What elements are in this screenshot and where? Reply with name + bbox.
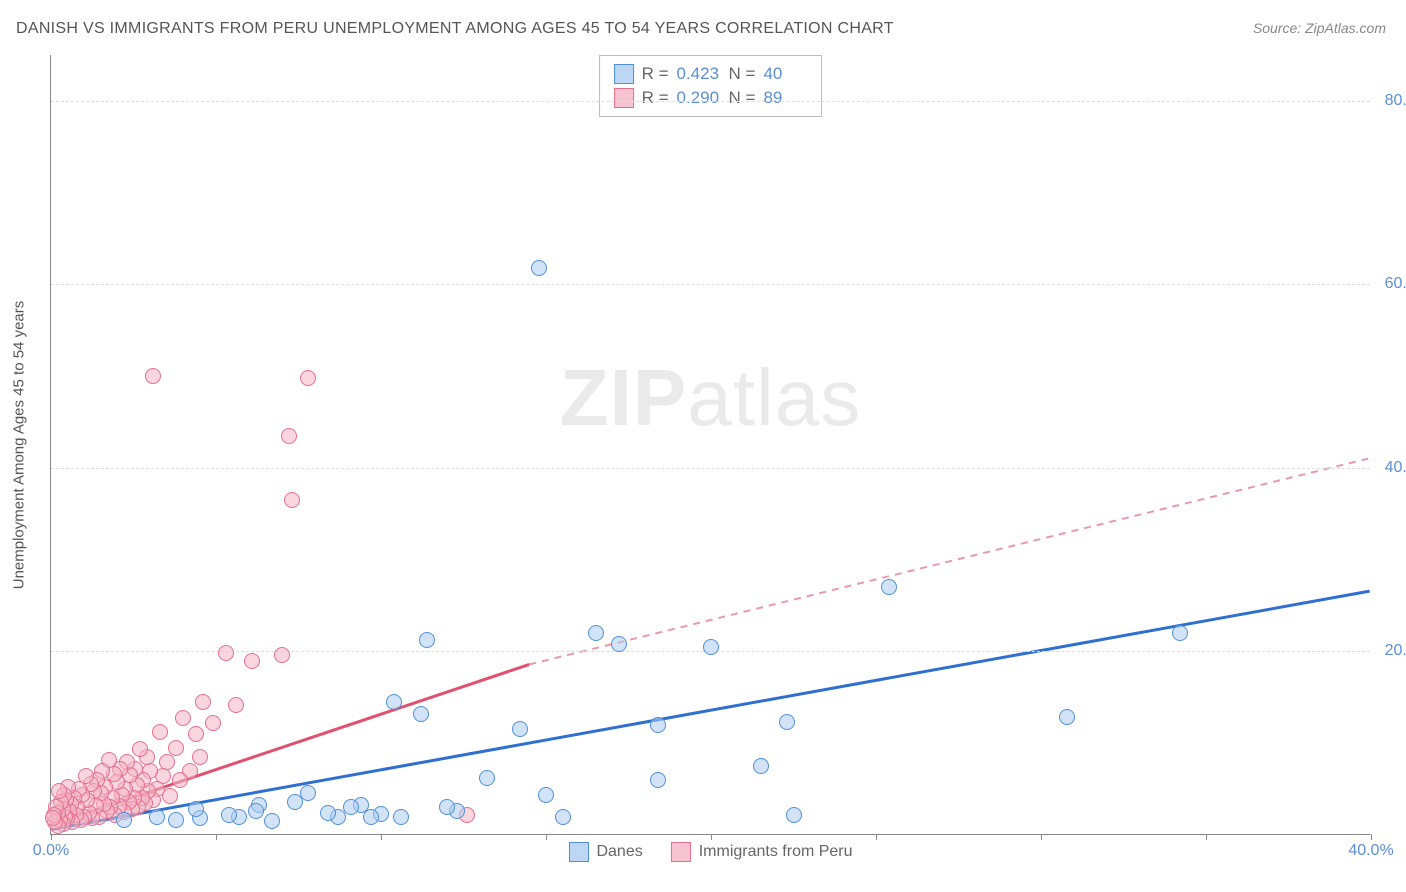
data-point — [149, 809, 165, 825]
watermark-text: ZIPatlas — [560, 352, 861, 444]
data-point — [145, 368, 161, 384]
swatch-icon — [568, 842, 588, 862]
swatch-icon — [671, 842, 691, 862]
data-point — [512, 721, 528, 737]
data-point — [228, 697, 244, 713]
data-point — [205, 715, 221, 731]
data-point — [703, 639, 719, 655]
stats-row-danes: R = 0.423 N = 40 — [614, 62, 808, 86]
y-tick-label: 40.0% — [1375, 459, 1406, 477]
data-point — [555, 809, 571, 825]
data-point — [650, 772, 666, 788]
data-point — [168, 740, 184, 756]
y-tick-label: 60.0% — [1375, 275, 1406, 293]
x-tick-label: 40.0% — [1348, 842, 1393, 860]
data-point — [343, 799, 359, 815]
data-point — [419, 632, 435, 648]
data-point — [413, 706, 429, 722]
data-point — [300, 370, 316, 386]
data-point — [168, 812, 184, 828]
series-legend: Danes Immigrants from Peru — [568, 842, 852, 862]
scatter-plot-area: Unemployment Among Ages 45 to 54 years Z… — [50, 55, 1370, 835]
data-point — [753, 758, 769, 774]
data-point — [132, 741, 148, 757]
data-point — [195, 694, 211, 710]
data-point — [588, 625, 604, 641]
data-point — [248, 803, 264, 819]
data-point — [284, 492, 300, 508]
data-point — [244, 653, 260, 669]
legend-item-danes: Danes — [568, 842, 642, 862]
correlation-stats-box: R = 0.423 N = 40 R = 0.290 N = 89 — [599, 55, 823, 117]
data-point — [152, 724, 168, 740]
trend-lines — [51, 55, 1370, 834]
stats-row-peru: R = 0.290 N = 89 — [614, 86, 808, 110]
data-point — [300, 785, 316, 801]
data-point — [188, 726, 204, 742]
data-point — [386, 694, 402, 710]
data-point — [287, 794, 303, 810]
swatch-icon — [614, 64, 634, 84]
data-point — [172, 772, 188, 788]
y-axis-label: Unemployment Among Ages 45 to 54 years — [11, 300, 28, 589]
legend-item-peru: Immigrants from Peru — [671, 842, 853, 862]
data-point — [1059, 709, 1075, 725]
data-point — [281, 428, 297, 444]
data-point — [1172, 625, 1188, 641]
source-attribution: Source: ZipAtlas.com — [1253, 20, 1386, 36]
data-point — [779, 714, 795, 730]
data-point — [218, 645, 234, 661]
data-point — [264, 813, 280, 829]
swatch-icon — [614, 88, 634, 108]
data-point — [116, 812, 132, 828]
data-point — [531, 260, 547, 276]
data-point — [393, 809, 409, 825]
data-point — [479, 770, 495, 786]
data-point — [786, 807, 802, 823]
data-point — [881, 579, 897, 595]
data-point — [159, 754, 175, 770]
data-point — [175, 710, 191, 726]
data-point — [192, 749, 208, 765]
data-point — [650, 717, 666, 733]
data-point — [538, 787, 554, 803]
chart-title: DANISH VS IMMIGRANTS FROM PERU UNEMPLOYM… — [16, 20, 894, 38]
x-tick-label: 0.0% — [33, 842, 69, 860]
y-tick-label: 80.0% — [1375, 92, 1406, 110]
data-point — [611, 636, 627, 652]
data-point — [221, 807, 237, 823]
y-tick-label: 20.0% — [1375, 642, 1406, 660]
data-point — [274, 647, 290, 663]
